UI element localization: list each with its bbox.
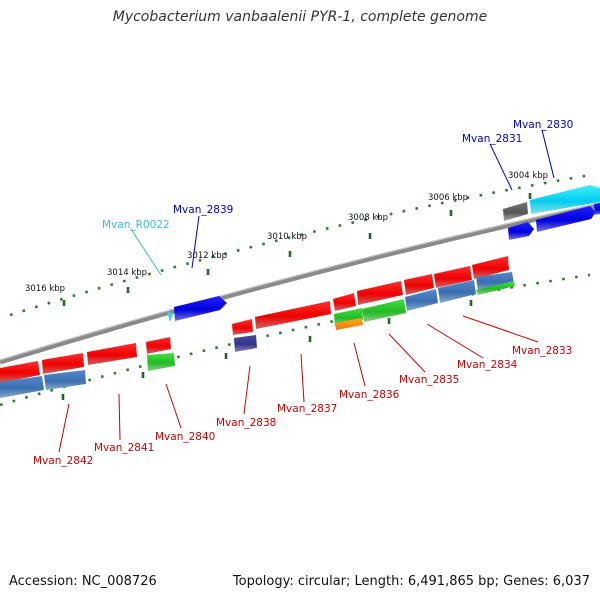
gene-label-mvan-2838[interactable]: Mvan_2838 [216, 417, 276, 429]
gene-arrow[interactable] [357, 281, 403, 305]
leader-lines [58, 129, 555, 453]
gene-label-mvan-r0022[interactable]: Mvan_R0022 [102, 219, 170, 231]
gene-arrow[interactable] [503, 202, 528, 221]
map-title: Mycobacterium vanbaalenii PYR-1, complet… [112, 9, 488, 25]
gene-label-mvan-2837[interactable]: Mvan_2837 [277, 403, 337, 415]
gene-arrow[interactable] [255, 301, 331, 329]
gene-labels: Mvan_2830 Mvan_2831 Mvan_2839 Mvan_R0022… [33, 119, 573, 467]
gene-arrow[interactable] [594, 203, 600, 215]
tick-label-3014: 3014 kbp [107, 268, 147, 278]
gene-arrow[interactable] [530, 185, 600, 214]
gene-arrow[interactable] [87, 343, 137, 365]
genome-summary-text: Topology: circular; Length: 6,491,865 bp… [232, 574, 590, 589]
gene-label-mvan-2839[interactable]: Mvan_2839 [173, 204, 233, 216]
accession-text: Accession: NC_008726 [9, 574, 157, 589]
gene-arrow[interactable] [472, 256, 509, 279]
tick-label-3004: 3004 kbp [508, 171, 548, 181]
gene-arrow[interactable] [434, 266, 472, 288]
gene-arrow[interactable] [405, 289, 438, 311]
gene-label-mvan-2833[interactable]: Mvan_2833 [512, 345, 572, 357]
reverse-strand-genes [0, 256, 515, 398]
gene-arrow[interactable] [0, 361, 40, 383]
gene-arrow[interactable] [232, 319, 253, 335]
genome-backbone-highlight [0, 202, 600, 361]
gene-arrow[interactable] [333, 293, 356, 311]
gene-arrow[interactable] [404, 274, 434, 295]
inner-scale-track [0, 273, 591, 407]
outer-scale-track [9, 173, 591, 317]
gene-arrow[interactable] [44, 370, 86, 390]
tick-labels: 3004 kbp 3006 kbp 3008 kbp 3010 kbp 3012… [25, 171, 548, 294]
gene-arrow[interactable] [362, 299, 406, 322]
gene-arrow[interactable] [146, 337, 171, 354]
forward-strand-genes [167, 185, 600, 322]
gene-label-mvan-2840[interactable]: Mvan_2840 [155, 431, 215, 443]
gene-arrow[interactable] [42, 353, 84, 374]
gene-arrow[interactable] [147, 353, 175, 371]
gene-label-mvan-2842[interactable]: Mvan_2842 [33, 455, 93, 467]
tick-label-3010: 3010 kbp [267, 232, 307, 242]
tick-label-3008: 3008 kbp [348, 213, 388, 223]
tick-label-3012: 3012 kbp [187, 251, 227, 261]
gene-label-mvan-2831[interactable]: Mvan_2831 [462, 133, 522, 145]
gene-arrow[interactable] [508, 222, 534, 240]
genome-backbone [0, 202, 600, 365]
gene-label-mvan-2841[interactable]: Mvan_2841 [94, 442, 154, 454]
gene-label-mvan-2830[interactable]: Mvan_2830 [513, 119, 573, 131]
gene-label-mvan-2836[interactable]: Mvan_2836 [339, 389, 400, 401]
tick-label-3016: 3016 kbp [25, 284, 65, 294]
gene-arrow[interactable] [438, 280, 476, 303]
gene-arrow[interactable] [476, 281, 515, 295]
major-ticks [61, 193, 532, 400]
tick-label-3006: 3006 kbp [428, 193, 468, 203]
gene-arrow[interactable] [0, 376, 44, 398]
gene-arrow[interactable] [476, 272, 514, 291]
gene-arrow[interactable] [536, 206, 596, 232]
gene-arrow[interactable] [167, 311, 173, 322]
gene-arrow[interactable] [335, 318, 363, 330]
gene-label-mvan-2834[interactable]: Mvan_2834 [457, 359, 518, 371]
gene-label-mvan-2835[interactable]: Mvan_2835 [399, 374, 459, 386]
gene-arrow[interactable] [174, 296, 227, 321]
gene-arrow[interactable] [234, 335, 257, 352]
